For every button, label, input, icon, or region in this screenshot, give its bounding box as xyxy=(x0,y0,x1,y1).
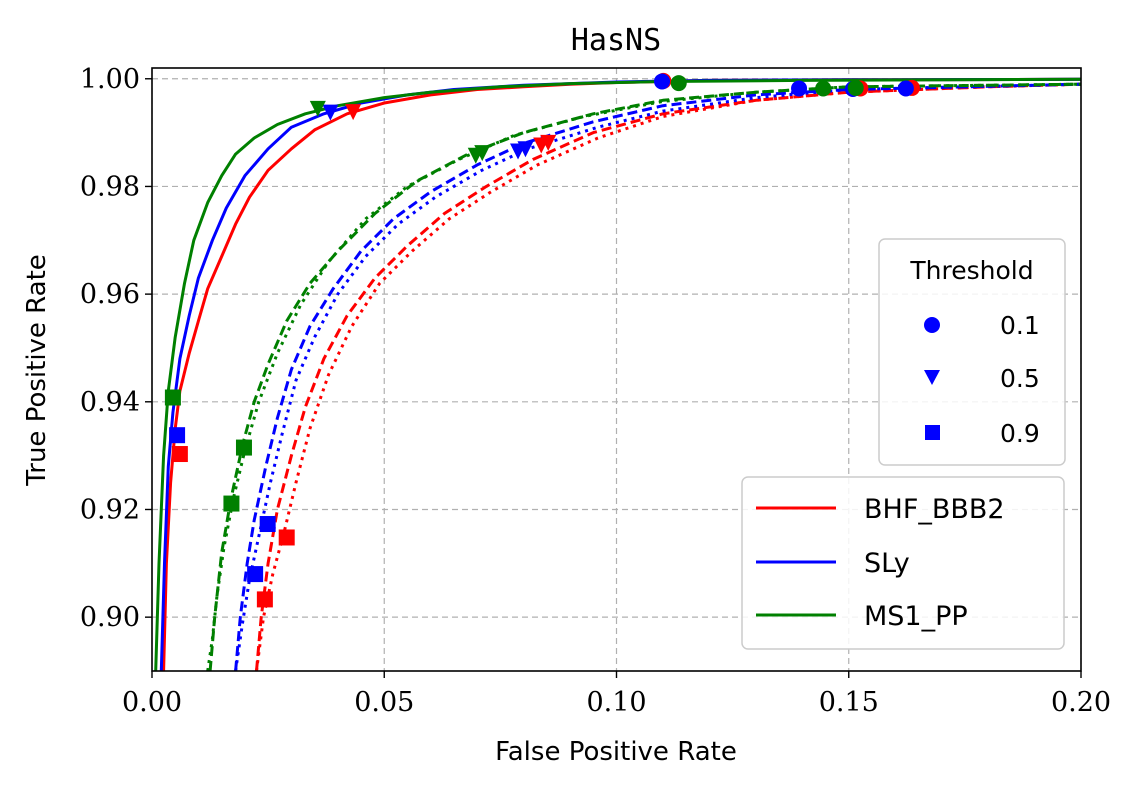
y-tick-label: 0.98 xyxy=(80,171,140,202)
threshold-marker-triangle xyxy=(540,134,557,151)
threshold-marker-square xyxy=(278,529,295,546)
y-axis-label: True Positive Rate xyxy=(22,254,52,487)
threshold-legend-label-2: 0.9 xyxy=(1000,419,1040,448)
x-axis-label: False Positive Rate xyxy=(495,737,737,767)
threshold-legend: Threshold 0.1 0.5 0.9 xyxy=(878,238,1066,466)
threshold-legend-circle-marker xyxy=(924,317,940,333)
threshold-marker-square xyxy=(169,427,186,444)
series-line-sly-dotted xyxy=(234,82,1081,671)
threshold-marker-circle xyxy=(897,80,914,97)
threshold-marker-circle xyxy=(654,73,671,90)
threshold-marker-square xyxy=(235,439,252,456)
series-line-bhf-bbb2-dotted xyxy=(255,82,1081,671)
threshold-marker-square xyxy=(164,389,181,406)
series-line-bhf-bbb2-dashed xyxy=(255,82,1081,671)
threshold-legend-triangle-marker xyxy=(924,370,940,385)
x-tick-label: 0.10 xyxy=(586,687,646,718)
marker-layer xyxy=(164,72,920,608)
x-tick-label: 0.15 xyxy=(819,687,879,718)
series-legend-label-ms1: MS1_PP xyxy=(864,601,968,632)
threshold-marker-square xyxy=(223,495,240,512)
threshold-marker-triangle xyxy=(474,145,491,162)
threshold-marker-square xyxy=(171,446,188,463)
series-line-ms1-pp-solid xyxy=(154,77,1081,671)
threshold-marker-square xyxy=(256,591,273,608)
threshold-marker-square xyxy=(247,566,264,583)
threshold-marker-triangle xyxy=(345,104,362,121)
threshold-marker-circle xyxy=(847,79,864,96)
series-legend-box xyxy=(741,476,1065,650)
y-tick-label: 1.00 xyxy=(80,64,140,95)
threshold-marker-square xyxy=(259,516,276,533)
chart-title: HasNS xyxy=(571,23,661,58)
threshold-marker-triangle xyxy=(322,104,339,121)
threshold-legend-title: Threshold xyxy=(909,256,1033,285)
series-layer xyxy=(154,77,1081,671)
threshold-legend-square-marker xyxy=(925,425,940,440)
threshold-legend-label-0: 0.1 xyxy=(1000,311,1040,340)
x-axis-ticks: 0.00 0.05 0.10 0.15 0.20 xyxy=(122,671,1111,718)
series-legend: BHF_BBB2 SLy MS1_PP xyxy=(741,476,1065,650)
y-tick-label: 0.94 xyxy=(80,387,140,418)
y-tick-label: 0.96 xyxy=(80,279,140,310)
y-tick-label: 0.90 xyxy=(80,602,140,633)
threshold-marker-circle xyxy=(791,80,808,97)
threshold-marker-triangle xyxy=(517,141,534,158)
series-legend-label-sly: SLy xyxy=(864,548,910,579)
threshold-marker-triangle xyxy=(309,100,326,117)
threshold-marker-circle xyxy=(815,80,832,97)
threshold-legend-box xyxy=(878,238,1066,466)
threshold-legend-label-1: 0.5 xyxy=(1000,364,1040,393)
y-axis-ticks: 0.90 0.92 0.94 0.96 0.98 1.00 xyxy=(80,64,152,633)
x-tick-label: 0.00 xyxy=(122,687,182,718)
threshold-marker-circle xyxy=(670,75,687,92)
series-line-sly-dashed xyxy=(234,82,1081,671)
series-legend-label-bhf: BHF_BBB2 xyxy=(864,494,1005,525)
x-tick-label: 0.05 xyxy=(354,687,414,718)
y-tick-label: 0.92 xyxy=(80,494,140,525)
x-tick-label: 0.20 xyxy=(1051,687,1111,718)
